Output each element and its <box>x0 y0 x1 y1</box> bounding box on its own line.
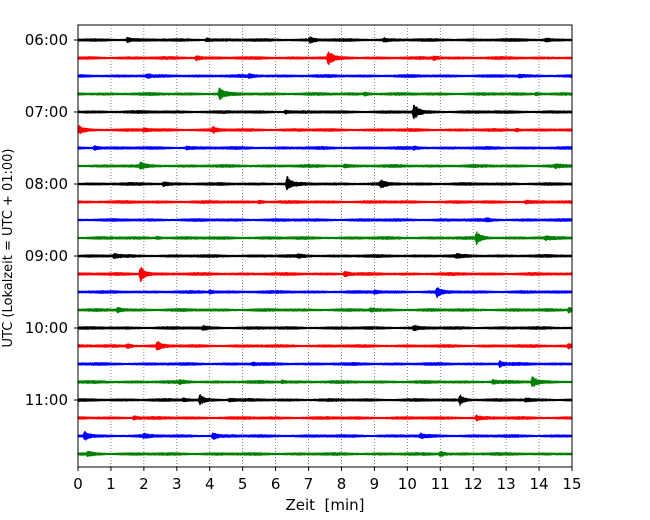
x-tick-label: 1 <box>106 475 116 493</box>
x-tick-label: 11 <box>431 475 450 493</box>
x-tick-label: 0 <box>73 475 83 493</box>
x-tick-label: 14 <box>530 475 549 493</box>
y-tick-label: 09:00 <box>25 247 68 265</box>
x-axis-label: Zeit [min] <box>285 496 364 514</box>
plot-frame <box>77 24 573 468</box>
trace-1015 <box>77 341 573 351</box>
x-tick-label: 9 <box>370 475 380 493</box>
x-tick-label: 15 <box>562 475 581 493</box>
trace-0745 <box>77 161 573 170</box>
x-axis-ticks: 0 1 2 3 4 5 6 7 8 9 10 11 12 13 14 15 <box>73 467 582 493</box>
trace-1130 <box>77 430 573 441</box>
x-tick-label: 13 <box>497 475 516 493</box>
trace-1100 <box>77 394 573 406</box>
x-tick-label: 2 <box>139 475 149 493</box>
x-tick-label: 3 <box>172 475 182 493</box>
x-tick-label: 5 <box>238 475 248 493</box>
y-axis-label: UTC (Lokalzeit = UTC + 01:00) <box>1 149 16 348</box>
trace-0715 <box>77 124 573 134</box>
trace-0945 <box>77 306 573 314</box>
y-axis-ticks: 06:00 07:00 08:00 09:00 10:00 11:00 <box>25 31 78 409</box>
y-tick-label: 10:00 <box>25 319 68 337</box>
trace-0915 <box>77 267 573 282</box>
trace-0645 <box>77 87 573 101</box>
y-tick-label: 11:00 <box>25 391 68 409</box>
seismogram-traces <box>77 36 573 457</box>
trace-0830 <box>77 217 573 223</box>
trace-1115 <box>77 414 573 422</box>
x-tick-label: 4 <box>205 475 215 493</box>
trace-0630 <box>77 73 573 79</box>
trace-1145 <box>77 450 573 457</box>
trace-0600 <box>77 36 573 44</box>
trace-0700 <box>77 104 573 120</box>
x-tick-label: 6 <box>271 475 281 493</box>
x-tick-label: 10 <box>398 475 417 493</box>
x-tick-label: 12 <box>464 475 483 493</box>
x-tick-label: 7 <box>304 475 314 493</box>
trace-0900 <box>77 252 573 259</box>
trace-0815 <box>77 199 573 205</box>
trace-0730 <box>77 145 573 151</box>
trace-0800 <box>77 175 573 191</box>
trace-0845 <box>77 231 573 246</box>
y-tick-label: 07:00 <box>25 103 68 121</box>
trace-1000 <box>77 324 573 332</box>
y-tick-label: 06:00 <box>25 31 68 49</box>
trace-0615 <box>77 51 573 65</box>
trace-1045 <box>77 376 573 387</box>
trace-1030 <box>77 360 573 368</box>
y-tick-label: 08:00 <box>25 175 68 193</box>
x-tick-label: 8 <box>337 475 347 493</box>
trace-0930 <box>77 287 573 299</box>
